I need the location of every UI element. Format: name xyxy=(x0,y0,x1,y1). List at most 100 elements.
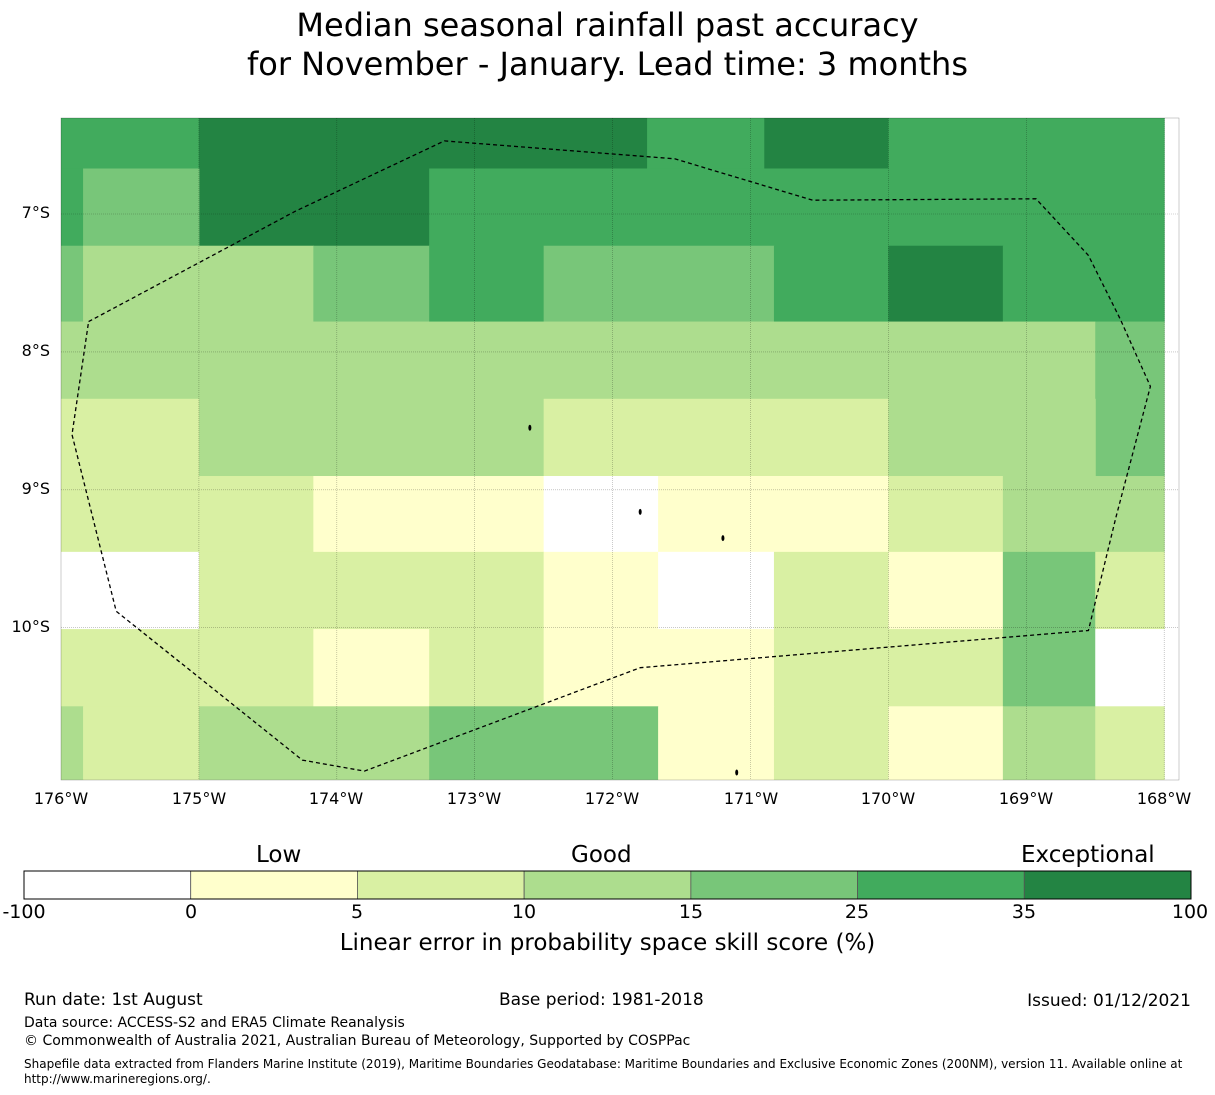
grid-cell xyxy=(888,245,1004,323)
grid-cell xyxy=(61,321,1096,400)
grid-cell xyxy=(888,398,1096,477)
lat-label-7s: 7°S xyxy=(21,203,50,222)
colorbar-tick: 5 xyxy=(350,901,364,923)
map-frame xyxy=(60,117,1180,781)
grid-cell xyxy=(764,118,889,169)
colorbar-segment xyxy=(1023,870,1192,900)
colorbar-tick: 35 xyxy=(1011,901,1037,923)
colorbar-segment xyxy=(523,870,692,900)
grid-cell xyxy=(543,629,775,707)
island xyxy=(528,424,532,431)
eez-boundary xyxy=(71,140,1152,772)
lon-label-176w: 176°W xyxy=(33,789,89,808)
grid-cell xyxy=(773,551,889,630)
colorbar xyxy=(23,870,1192,900)
island xyxy=(638,508,642,515)
grid-cell xyxy=(198,118,476,247)
grid-cell xyxy=(1095,321,1165,477)
grid-cell xyxy=(61,551,200,630)
colorbar-segment xyxy=(357,870,525,900)
copyright: © Commonwealth of Australia 2021, Austra… xyxy=(24,1033,691,1049)
grid-cell xyxy=(543,476,659,553)
grid-cell xyxy=(429,168,889,247)
grid-cell xyxy=(1095,551,1165,630)
lon-label-170w: 170°W xyxy=(860,789,916,808)
base-period: Base period: 1981-2018 xyxy=(499,990,704,1010)
colorbar-tick: 15 xyxy=(678,901,704,923)
grid-cell xyxy=(1095,629,1165,707)
grid-cell xyxy=(888,118,1165,247)
grid-cell xyxy=(888,476,1004,553)
grid-cell xyxy=(429,245,545,323)
lon-label-168w: 168°W xyxy=(1136,789,1192,808)
island xyxy=(735,769,739,776)
grid-cell xyxy=(313,476,545,553)
grid-cell xyxy=(773,706,889,780)
lat-label-10s: 10°S xyxy=(11,617,50,636)
grid-cell xyxy=(61,476,314,553)
grid-cell xyxy=(313,629,430,707)
grid-cell xyxy=(429,629,545,707)
colorbar-tick: 10 xyxy=(511,901,537,923)
grid-cell xyxy=(474,118,648,169)
grid-cell xyxy=(198,398,545,477)
grid-cell xyxy=(83,168,200,247)
graticule xyxy=(61,118,1179,780)
grid-cell xyxy=(1095,706,1165,780)
grid-cell xyxy=(61,398,200,477)
grid-cell xyxy=(773,629,1004,707)
run-date: Run date: 1st August xyxy=(24,990,203,1010)
grid-cell xyxy=(647,118,765,169)
grid-cell xyxy=(888,551,1004,630)
data-source: Data source: ACCESS-S2 and ERA5 Climate … xyxy=(24,1015,405,1031)
grid-cell xyxy=(429,706,659,780)
grid-cell xyxy=(543,245,775,323)
legend-category-low: Low xyxy=(256,842,302,868)
lon-label-172w: 172°W xyxy=(584,789,640,808)
grid-cell xyxy=(658,551,775,630)
shapefile-credit: Shapefile data extracted from Flanders M… xyxy=(24,1057,1183,1086)
colorbar-frame xyxy=(23,870,1192,900)
lat-label-8s: 8°S xyxy=(21,341,50,360)
islands xyxy=(528,424,739,776)
grid-cell xyxy=(61,245,84,323)
lon-label-171w: 171°W xyxy=(723,789,779,808)
lon-label-169w: 169°W xyxy=(998,789,1054,808)
grid-cell xyxy=(61,706,84,780)
grid-cell xyxy=(61,629,314,707)
lon-label-173w: 173°W xyxy=(446,789,502,808)
grid-cell xyxy=(83,706,200,780)
issued-date: Issued: 01/12/2021 xyxy=(1027,991,1191,1011)
colorbar-segment xyxy=(23,870,192,900)
colorbar-segment xyxy=(190,870,358,900)
grid-cell xyxy=(658,706,775,780)
colorbar-tick: -100 xyxy=(2,901,46,923)
chart-title-line-2: for November - January. Lead time: 3 mon… xyxy=(247,45,968,83)
grid-cell xyxy=(1002,476,1165,553)
legend-category-good: Good xyxy=(571,842,632,868)
grid-cell xyxy=(1002,551,1096,630)
legend-category-exceptional: Exceptional xyxy=(1021,842,1155,868)
grid-cell xyxy=(888,706,1004,780)
skill-grid xyxy=(61,118,1165,780)
colorbar-tick: 0 xyxy=(184,901,198,923)
grid-cell xyxy=(198,706,430,780)
grid-cell xyxy=(773,245,889,323)
grid-cell xyxy=(543,398,889,477)
colorbar-tick: 100 xyxy=(1171,901,1209,923)
chart-title-line-1: Median seasonal rainfall past accuracy xyxy=(296,6,919,44)
grid-cell xyxy=(543,551,659,630)
lon-label-175w: 175°W xyxy=(171,789,227,808)
colorbar-label: Linear error in probability space skill … xyxy=(339,930,876,956)
grid-cell xyxy=(198,551,545,630)
grid-cell xyxy=(658,476,889,553)
lat-label-9s: 9°S xyxy=(21,479,50,498)
colorbar-tick: 25 xyxy=(844,901,870,923)
grid-cell xyxy=(313,245,430,323)
colorbar-segment xyxy=(857,870,1025,900)
island xyxy=(721,535,725,542)
grid-cell xyxy=(1002,706,1096,780)
grid-cell xyxy=(83,245,314,323)
grid-cell xyxy=(1002,245,1165,323)
